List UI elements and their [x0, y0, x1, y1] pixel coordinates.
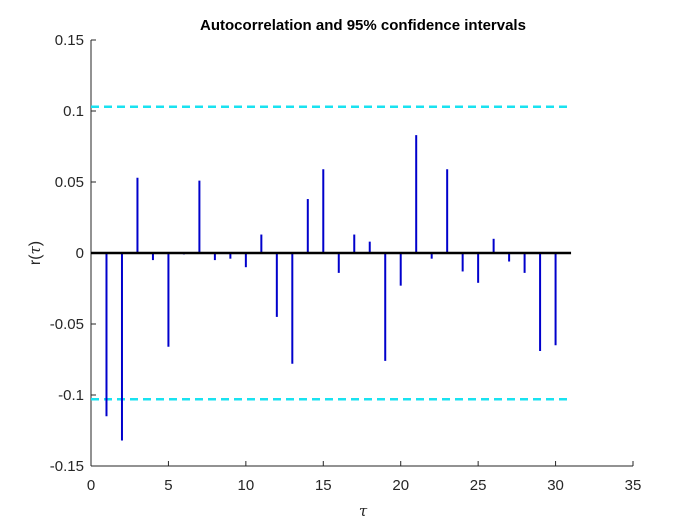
- x-tick-label: 25: [470, 477, 487, 494]
- y-tick-label: 0.15: [55, 32, 84, 49]
- y-axis-label: r(τ): [26, 241, 44, 265]
- x-tick-label: 30: [547, 477, 564, 494]
- y-axis-label-suffix: ): [27, 241, 44, 246]
- y-tick-label: -0.05: [50, 316, 84, 333]
- y-tick-label: 0.1: [63, 103, 84, 120]
- x-tick-label: 10: [238, 477, 255, 494]
- x-tick-label: 15: [315, 477, 332, 494]
- x-tick-label: 0: [87, 477, 95, 494]
- y-axis-label-prefix: r(: [27, 254, 44, 265]
- y-tick-label: -0.15: [50, 458, 84, 475]
- x-tick-label: 20: [392, 477, 409, 494]
- plot-area: 0 5 10 15 20 25 30 35 0.15 0.1 0.05 0 -0.05 -0.1 -0.15: [50, 32, 642, 494]
- x-axis-label: τ: [359, 502, 368, 520]
- x-tick-label: 5: [164, 477, 172, 494]
- y-tick-label: 0: [76, 245, 84, 262]
- y-tick-label: -0.1: [58, 387, 84, 404]
- y-axis-label-var: τ: [26, 245, 44, 254]
- x-tick-label: 35: [625, 477, 642, 494]
- y-tick-label: 0.05: [55, 174, 84, 191]
- chart-title: Autocorrelation and 95% confidence inter…: [200, 17, 526, 34]
